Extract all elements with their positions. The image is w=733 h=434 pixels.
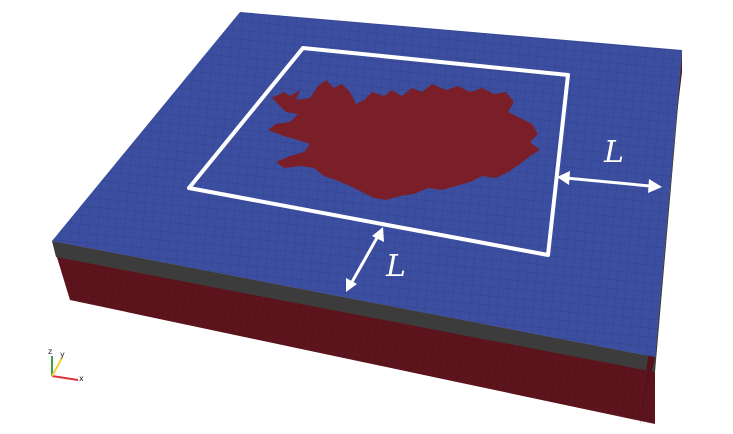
- axis-x-label: x: [79, 374, 84, 383]
- layer-band-front: [52, 241, 655, 372]
- axis-z-label: z: [48, 347, 52, 356]
- slab-front-face: [52, 241, 655, 424]
- dimension-arrow-right: [557, 171, 662, 193]
- landmass-iceland: [268, 80, 540, 200]
- slab-right-face: [640, 50, 682, 424]
- orientation-axes: x z y: [48, 347, 84, 383]
- domain-frame: [187, 46, 570, 257]
- layer-band-right: [655, 50, 682, 372]
- dimension-arrow-front: [346, 227, 384, 292]
- axis-y-label: y: [60, 350, 65, 359]
- dimension-label-front: L: [385, 249, 406, 284]
- dimension-label-right: L: [603, 135, 624, 170]
